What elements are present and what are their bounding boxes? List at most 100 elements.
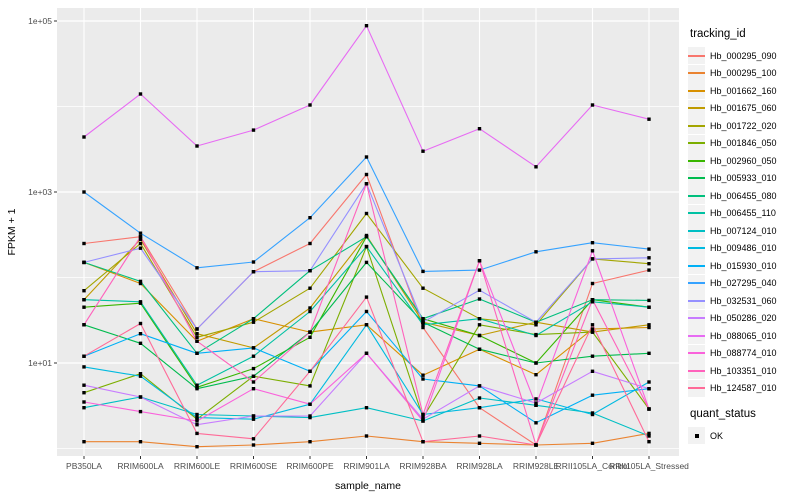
data-point (647, 298, 651, 303)
legend-item-label: Hb_001675_060 (710, 103, 777, 114)
ok-square-marker (694, 433, 699, 438)
legend-item-Hb_103351_010: Hb_103351_010 (688, 362, 798, 380)
data-point (477, 259, 482, 263)
x-tick-label: RRIM600PE (286, 461, 334, 471)
y-tick-label: 1e+05 (28, 16, 52, 26)
legend-item-label: Hb_001662_160 (710, 85, 777, 96)
data-point (647, 117, 651, 121)
legend-item-label: Hb_050286_020 (710, 313, 777, 324)
data-point (364, 323, 369, 327)
legend-item-label: Hb_015930_010 (710, 260, 777, 271)
data-point (195, 412, 199, 417)
data-point (308, 330, 312, 334)
legend-key-color (688, 317, 705, 320)
legend-item-Hb_009486_010: Hb_009486_010 (688, 239, 798, 258)
data-point (251, 317, 256, 321)
data-point (364, 235, 369, 239)
legend-key-color (688, 177, 705, 180)
y-tick-label: 1e+03 (28, 187, 52, 197)
x-tick-label: RRII105LA_Control (556, 461, 630, 471)
data-point (308, 286, 312, 290)
legend-key-color (688, 107, 705, 110)
data-point (421, 286, 425, 290)
data-point (138, 246, 143, 250)
data-point (82, 391, 86, 395)
data-point (590, 327, 595, 331)
data-point (195, 339, 199, 343)
legend-item-label: Hb_009486_010 (710, 243, 777, 254)
legend-item-Hb_006455_080: Hb_006455_080 (688, 187, 798, 205)
legend-item-label: Hb_006455_080 (710, 190, 777, 201)
data-point (421, 417, 425, 421)
legend-key-color (688, 387, 705, 390)
data-point (308, 440, 312, 444)
data-point (308, 384, 312, 388)
data-point (138, 372, 143, 376)
x-tick-label: RRIM928LA (456, 461, 503, 471)
legend-key-color (688, 369, 705, 372)
data-point (138, 409, 143, 414)
legend-item-Hb_001662_160: Hb_001662_160 (688, 82, 798, 100)
data-point (590, 257, 595, 261)
legend-key-color (688, 124, 705, 127)
data-point (590, 300, 595, 304)
data-point (251, 414, 256, 418)
legend-item-label: Hb_088065_010 (710, 330, 777, 341)
data-point (138, 395, 143, 399)
x-tick-label: RRIM600LA (117, 461, 164, 471)
data-point (251, 270, 256, 274)
data-point (82, 440, 86, 444)
data-point (82, 298, 86, 302)
data-point (364, 351, 369, 355)
data-point (647, 351, 651, 355)
data-point (477, 127, 482, 131)
data-point (308, 103, 312, 107)
data-point (251, 128, 256, 132)
legend-item-label: Hb_124587_010 (710, 383, 777, 394)
data-point (251, 417, 256, 421)
data-point (647, 325, 651, 330)
legend-item-Hb_006455_110: Hb_006455_110 (688, 204, 798, 223)
data-point (364, 24, 369, 28)
legend-items: Hb_000295_090 Hb_000295_100 Hb_001662_160 H… (688, 47, 798, 397)
data-point (364, 309, 369, 314)
legend-key-line (688, 169, 705, 187)
data-point (308, 414, 312, 418)
data-point (534, 361, 538, 365)
data-point (251, 443, 256, 447)
data-point (138, 332, 143, 336)
legend-key-line (688, 134, 705, 152)
data-point (364, 295, 369, 299)
data-point (477, 396, 482, 400)
data-point (477, 333, 482, 338)
legend-key-color (688, 89, 705, 92)
data-point (195, 351, 199, 355)
x-tick-label: PB350LA (66, 461, 102, 471)
x-tick-label: RRIM600SE (230, 461, 278, 471)
x-tick-label: RRIM901LA (343, 461, 390, 471)
data-point (421, 325, 425, 330)
data-point (477, 347, 482, 351)
legend-item-label: Hb_088774_010 (710, 348, 777, 359)
legend: tracking_id Hb_000295_090 Hb_000295_100 Hb… (688, 28, 798, 445)
data-point (82, 354, 86, 358)
legend-item-label: Hb_006455_110 (710, 208, 776, 219)
data-point (590, 281, 595, 286)
legend-key-line (688, 257, 705, 275)
data-point (647, 268, 651, 272)
data-point (364, 172, 369, 177)
data-point (308, 369, 312, 373)
legend-key-line (688, 222, 705, 240)
legend-item-Hb_007124_010: Hb_007124_010 (688, 222, 798, 240)
data-point (364, 260, 369, 265)
data-point (251, 387, 256, 391)
data-point (647, 387, 651, 391)
data-point (590, 323, 595, 327)
data-point (421, 440, 425, 444)
x-axis-title: sample_name (335, 480, 401, 492)
legend-item-label: Hb_001722_020 (710, 120, 777, 131)
data-point (138, 300, 143, 304)
x-tick-label: RRII105LA_Stressed (609, 461, 689, 471)
data-point (590, 354, 595, 358)
data-point (534, 397, 538, 401)
